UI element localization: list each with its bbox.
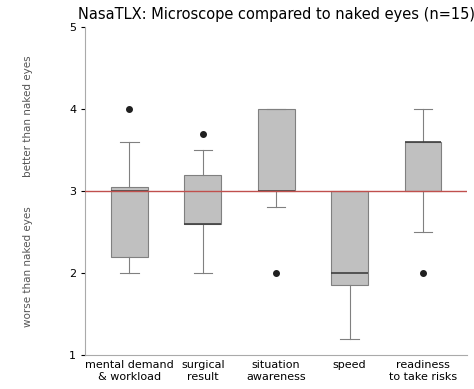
- PathPatch shape: [405, 142, 441, 191]
- PathPatch shape: [331, 191, 368, 285]
- PathPatch shape: [184, 175, 221, 224]
- Text: worse than naked eyes: worse than naked eyes: [23, 206, 33, 327]
- Title: NasaTLX: Microscope compared to naked eyes (n=15): NasaTLX: Microscope compared to naked ey…: [78, 7, 474, 22]
- Text: better than naked eyes: better than naked eyes: [23, 55, 33, 177]
- PathPatch shape: [111, 187, 148, 257]
- PathPatch shape: [258, 109, 294, 191]
